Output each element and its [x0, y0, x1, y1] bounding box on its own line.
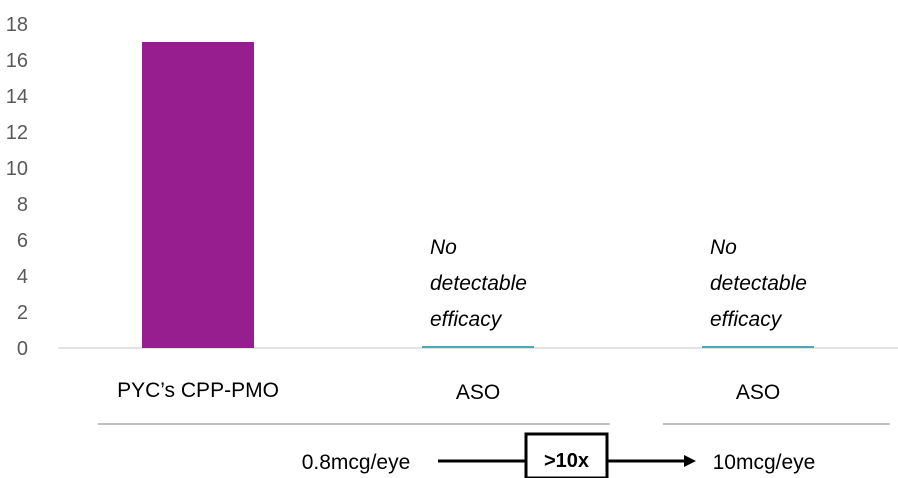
y-tick-label: 16 [6, 50, 28, 72]
y-tick-label: 2 [17, 302, 28, 324]
bars [142, 42, 814, 348]
arrow-head-icon [684, 455, 696, 467]
annotation-line: No [430, 236, 457, 259]
annotation-line: detectable [710, 272, 807, 295]
annotation-line: detectable [430, 272, 527, 295]
y-tick-label: 8 [17, 194, 28, 216]
multiplier-box [524, 432, 609, 478]
y-tick-label: 10 [6, 158, 28, 180]
bar [422, 346, 534, 348]
annotation-line: No [710, 236, 737, 259]
y-tick-label: 12 [6, 122, 28, 144]
annotation-line: efficacy [710, 308, 783, 331]
category-label: ASO [456, 381, 500, 404]
y-tick-label: 4 [17, 266, 28, 288]
category-labels: PYC’s CPP-PMO ASO ASO [117, 379, 780, 404]
bar [142, 42, 254, 348]
annotation-line: efficacy [430, 308, 503, 331]
dose-low-label: 0.8mcg/eye [302, 451, 411, 474]
multiplier-label: >10x [544, 450, 589, 472]
category-label: ASO [736, 381, 780, 404]
dose-high-label: 10mcg/eye [713, 451, 816, 474]
y-tick-label: 6 [17, 230, 28, 252]
annotations: No detectable efficacy No detectable efficacy [430, 236, 807, 331]
y-tick-label: 18 [6, 14, 28, 36]
bar [702, 346, 814, 348]
y-tick-label: 14 [6, 86, 28, 108]
y-axis-ticks: 0 2 4 6 8 10 12 14 16 18 [6, 14, 28, 360]
category-label: PYC’s CPP-PMO [117, 379, 279, 402]
y-tick-label: 0 [17, 338, 28, 360]
